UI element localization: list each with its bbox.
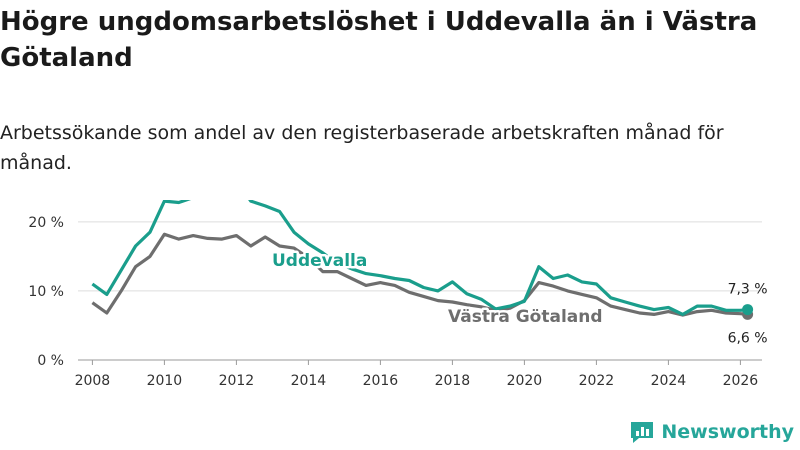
end-point-uddevalla [742,304,754,316]
x-tick-label: 2016 [363,373,399,389]
newsworthy-logo: Newsworthy [629,420,794,444]
newsworthy-logo-icon [631,422,654,443]
series-line-vastra-gotaland [91,232,748,317]
y-tick-label: 0 % [37,353,64,369]
line-chart: 0 % 10 % 20 % 2008 2010 2012 2014 2016 2018 2020 2… [28,200,768,389]
x-tick-label: 2020 [507,373,543,389]
series-label-uddevalla: Uddevalla [272,251,367,271]
chart-subtitle: Arbetssökande som andel av den registerb… [0,122,724,174]
series-line-uddevalla [91,200,748,316]
x-tick-label: 2024 [651,373,687,389]
x-tick-label: 2014 [291,373,327,389]
end-label-uddevalla: 7,3 % [728,282,768,298]
brand-name: Newsworthy [661,421,794,443]
x-tick-label: 2026 [723,373,759,389]
x-tick-label: 2008 [75,373,111,389]
x-tick-label: 2018 [435,373,471,389]
chart-title: Högre ungdomsarbetslöshet i Uddevalla än… [0,7,758,73]
end-label-vastra-gotaland: 6,6 % [728,330,768,346]
series-label-vastra-gotaland: Västra Götaland [448,307,603,327]
y-tick-label: 20 % [28,215,64,231]
x-tick-label: 2012 [219,373,255,389]
y-tick-label: 10 % [28,284,64,300]
x-tick-label: 2022 [579,373,615,389]
x-tick-label: 2010 [147,373,183,389]
